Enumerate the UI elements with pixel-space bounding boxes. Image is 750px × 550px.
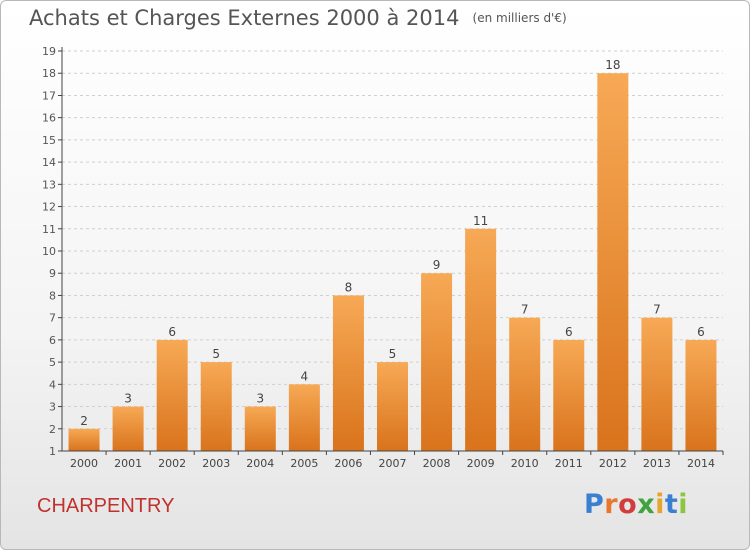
logo-letter: r <box>604 489 619 520</box>
logo-letter: t <box>664 489 679 520</box>
y-tick-label: 18 <box>42 67 56 80</box>
bar[interactable] <box>288 384 320 451</box>
bar[interactable] <box>200 362 232 451</box>
x-tick-label: 2004 <box>246 457 274 470</box>
x-tick-label: 2008 <box>423 457 451 470</box>
data-label: 7 <box>521 303 529 317</box>
y-tick-label: 4 <box>49 378 56 391</box>
data-label: 3 <box>256 392 264 406</box>
y-tick-label: 10 <box>42 245 56 258</box>
chart-subtitle: (en milliers d'€) <box>472 11 567 25</box>
y-tick-label: 15 <box>42 134 56 147</box>
bar[interactable] <box>68 428 100 451</box>
chart-title: Achats et Charges Externes 2000 à 2014 <box>29 6 460 30</box>
x-tick-label: 2003 <box>202 457 230 470</box>
commune-name: CHARPENTRY <box>37 495 175 517</box>
logo-letter: o <box>618 489 638 520</box>
x-tick-label: 2000 <box>70 457 98 470</box>
y-tick-label: 6 <box>49 334 56 347</box>
logo-letter: P <box>584 489 605 520</box>
x-tick-label: 2002 <box>158 457 186 470</box>
y-tick-label: 1 <box>49 445 56 458</box>
data-label: 18 <box>605 58 620 72</box>
data-label: 3 <box>124 392 132 406</box>
x-tick-label: 2007 <box>379 457 407 470</box>
x-tick-label: 2011 <box>555 457 583 470</box>
bar[interactable] <box>377 362 408 451</box>
bar[interactable] <box>244 406 276 451</box>
logo-letter: i <box>678 489 689 520</box>
bar[interactable] <box>509 317 541 451</box>
bar[interactable] <box>156 339 188 451</box>
data-label: 7 <box>653 303 661 317</box>
bars: 2 3 6 5 3 4 8 5 9 11 7 6 18 7 6 <box>68 58 717 451</box>
x-tick-label: 2006 <box>334 457 362 470</box>
y-tick-label: 11 <box>42 223 56 236</box>
bar[interactable] <box>332 295 364 451</box>
y-tick-label: 7 <box>49 312 56 325</box>
y-tick-label: 12 <box>42 201 56 214</box>
bar[interactable] <box>421 273 453 451</box>
bar[interactable] <box>641 317 673 451</box>
x-tick-label: 2010 <box>511 457 539 470</box>
x-tick-label: 2013 <box>643 457 671 470</box>
x-tick-label: 2014 <box>687 457 715 470</box>
proxiti-logo[interactable]: Proxiti <box>584 489 688 520</box>
bar[interactable] <box>465 228 497 451</box>
y-tick-label: 17 <box>42 89 56 102</box>
bar[interactable] <box>112 406 144 451</box>
data-label: 8 <box>345 280 353 294</box>
data-label: 6 <box>697 325 705 339</box>
x-tick-label: 2012 <box>599 457 627 470</box>
data-label: 5 <box>389 347 397 361</box>
y-tick-label: 16 <box>42 112 56 125</box>
data-label: 5 <box>212 347 220 361</box>
x-tick-label: 2001 <box>114 457 142 470</box>
data-label: 4 <box>301 369 309 383</box>
data-label: 9 <box>433 258 441 272</box>
logo-letter: i <box>655 489 665 520</box>
y-tick-label: 19 <box>42 45 56 58</box>
data-label: 6 <box>565 325 573 339</box>
x-tick-label: 2009 <box>467 457 495 470</box>
y-tick-label: 8 <box>49 289 56 302</box>
bar[interactable] <box>553 339 585 451</box>
y-tick-label: 2 <box>49 423 56 436</box>
logo-letter: x <box>637 489 656 520</box>
y-tick-label: 5 <box>49 356 56 369</box>
bar[interactable] <box>597 73 629 451</box>
y-tick-label: 13 <box>42 178 56 191</box>
title-row: Achats et Charges Externes 2000 à 2014 (… <box>29 6 567 30</box>
data-label: 6 <box>168 325 176 339</box>
x-tick-label: 2005 <box>290 457 318 470</box>
y-tick-label: 3 <box>49 401 56 414</box>
data-label: 2 <box>80 414 88 428</box>
y-tick-label: 9 <box>49 267 56 280</box>
y-tick-label: 14 <box>42 156 56 169</box>
data-label: 11 <box>473 214 488 228</box>
bar[interactable] <box>685 339 717 451</box>
